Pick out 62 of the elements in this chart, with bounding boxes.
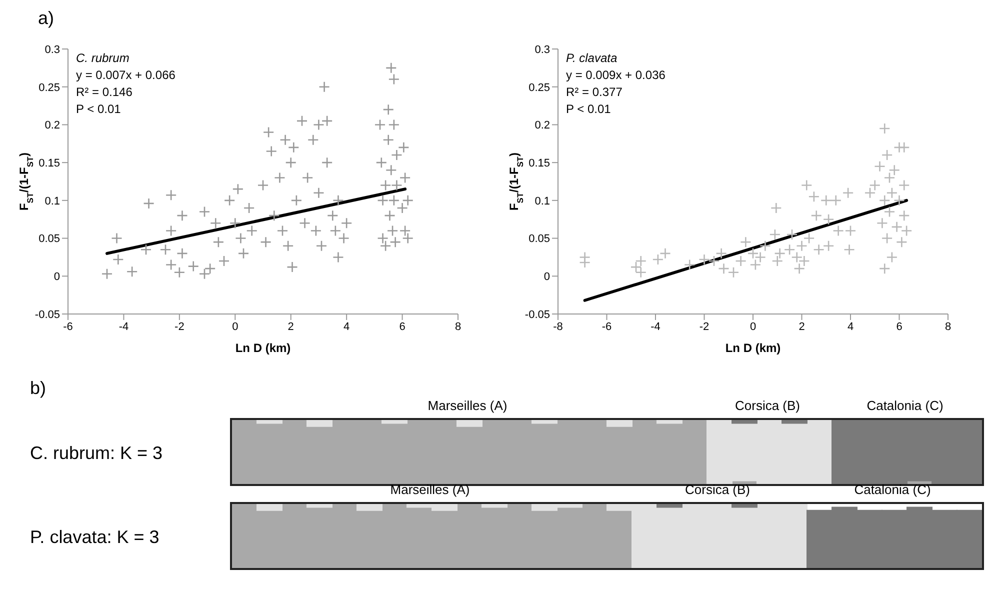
bar — [656, 420, 682, 424]
bar — [782, 420, 808, 424]
y-tick-label: 0.3 — [534, 44, 550, 56]
text: C. rubrum: K = 3 — [29, 443, 164, 465]
x-tick-label: 2 — [798, 320, 805, 333]
y-tick-label: 0.05 — [528, 233, 550, 246]
text: Marseilles (A) — [428, 398, 508, 413]
x-tick-label: 0 — [232, 320, 238, 333]
bar — [256, 420, 282, 424]
chart-title: P. clavata — [566, 50, 618, 67]
x-tick-label: -6 — [63, 320, 73, 333]
text: b) — [30, 378, 48, 398]
y-tick-label: 0.05 — [38, 233, 60, 246]
annotation: P < 0.01 — [76, 101, 122, 118]
y-tick-label: 0.2 — [44, 120, 60, 132]
annotation: y = 0.007x + 0.066 — [76, 67, 176, 84]
y-tick-label: 0.25 — [528, 82, 550, 94]
annotation: y = 0.009x + 0.036 — [566, 67, 666, 84]
x-tick-label: 4 — [847, 320, 854, 333]
y-tick-label: 0.3 — [44, 44, 60, 56]
y-tick-label: 0.1 — [44, 195, 60, 208]
x-tick-label: -6 — [602, 320, 612, 333]
x-tick-label: 0 — [750, 320, 756, 333]
y-tick-label: 0.25 — [38, 82, 60, 94]
x-tick-label: 6 — [896, 320, 902, 333]
x-tick-label: -8 — [553, 320, 563, 333]
annotation: Marseilles (A) — [390, 482, 470, 497]
x-tick-label: -4 — [118, 320, 129, 333]
chart-title: C. rubrum — [76, 50, 130, 67]
x-tick-label: 8 — [944, 320, 952, 333]
y-tick-label: -0.05 — [34, 308, 60, 321]
x-tick-label: -4 — [650, 320, 660, 333]
text: a) — [38, 8, 56, 30]
x-tick-label: 6 — [399, 320, 406, 333]
text: Catalonia (C) — [866, 398, 944, 413]
x-axis-title: Ln D (km) — [235, 341, 291, 355]
y-tick-label: 0.1 — [534, 195, 550, 208]
annotation: Catalonia (C) — [854, 482, 931, 497]
x-tick-label: -2 — [174, 320, 184, 333]
y-tick-label: 0 — [544, 271, 550, 284]
bar — [382, 420, 408, 424]
text: P. clavata: K = 3 — [29, 527, 160, 549]
x-tick-label: 8 — [454, 320, 462, 333]
annotation: P < 0.01 — [566, 101, 612, 118]
annotation: R² = 0.146 — [76, 84, 134, 101]
bar — [306, 420, 332, 427]
y-tick-label: 0 — [54, 271, 60, 284]
text: Corsica (B) — [734, 398, 800, 413]
x-axis-title: Ln D (km) — [725, 341, 781, 355]
y-tick-label: 0.15 — [38, 157, 60, 170]
y-tick-label: 0.15 — [528, 157, 550, 170]
y-tick-label: -0.05 — [524, 308, 550, 321]
annotation: Corsica (B) — [684, 482, 750, 497]
bar — [732, 420, 758, 424]
bar — [606, 420, 632, 427]
x-tick-label: 4 — [344, 320, 350, 333]
bar — [532, 420, 558, 424]
y-tick-label: 0.2 — [534, 120, 550, 132]
bar — [456, 420, 482, 427]
annotation: R² = 0.377 — [566, 84, 624, 101]
x-tick-label: 2 — [288, 320, 294, 333]
x-tick-label: -2 — [699, 320, 710, 333]
